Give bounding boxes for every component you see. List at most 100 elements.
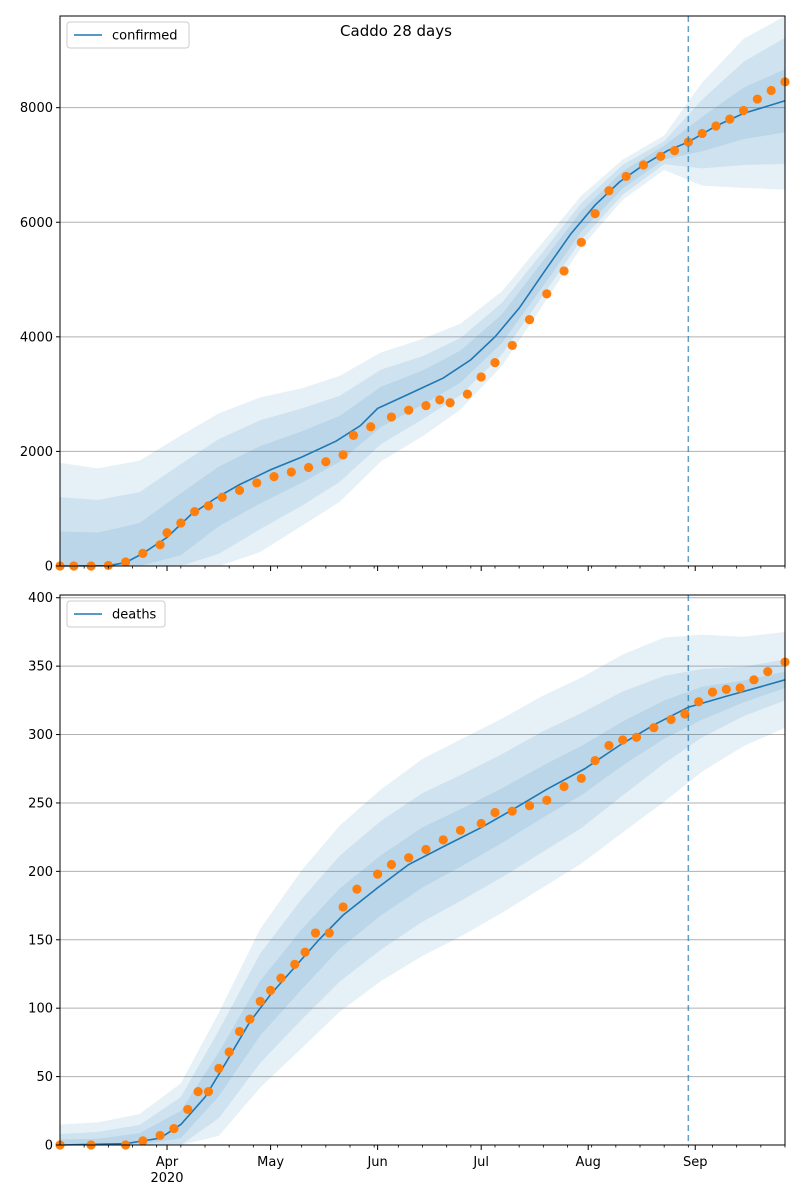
observed-point (183, 1104, 193, 1115)
observed-point (234, 485, 245, 495)
observed-point (224, 1047, 234, 1057)
observed-point (203, 501, 214, 511)
observed-point (445, 398, 455, 408)
observed-point (656, 151, 666, 161)
y-tick-label: 350 (28, 660, 53, 675)
observed-point (542, 289, 552, 299)
y-tick-label: 0 (45, 560, 53, 575)
confirmed-panel: 0 2000 4000 6000 8000 confirmed (20, 15, 790, 575)
observed-point (421, 844, 431, 855)
observed-point (735, 683, 745, 693)
observed-point (234, 1026, 245, 1037)
observed-point (269, 472, 279, 482)
uncertainty-band-middle (60, 37, 785, 567)
observed-point (386, 859, 397, 870)
observed-point (176, 518, 186, 528)
observed-point (476, 818, 486, 829)
observed-point (711, 121, 721, 131)
observed-point (763, 667, 773, 677)
observed-point (310, 928, 321, 938)
observed-point (348, 430, 359, 440)
observed-point (738, 105, 749, 116)
y-tick-label: 2000 (20, 445, 53, 460)
observed-point (621, 171, 631, 182)
legend-label: deaths (112, 608, 157, 623)
observed-point (749, 675, 759, 685)
observed-point (507, 806, 517, 816)
observed-point (162, 528, 172, 538)
uncertainty-band-middle (60, 659, 785, 1145)
observed-point (169, 1123, 179, 1134)
observed-point (462, 389, 472, 399)
observed-point (524, 315, 535, 325)
observed-point (559, 266, 569, 276)
observed-point (255, 996, 265, 1006)
observed-point (190, 506, 200, 517)
observed-point (303, 462, 314, 473)
legend-label: confirmed (112, 29, 178, 44)
observed-point (694, 697, 704, 707)
y-tick-label: 150 (28, 933, 53, 948)
observed-point (276, 973, 286, 983)
observed-point (138, 1136, 148, 1146)
y-tick-label: 8000 (20, 101, 53, 116)
observed-point (217, 492, 227, 502)
x-tick-label: Jul (472, 1155, 489, 1170)
observed-point (386, 412, 397, 422)
y-tick-label: 400 (28, 591, 53, 606)
x-tick-label: Apr (156, 1155, 179, 1170)
observed-point (245, 1014, 255, 1024)
observed-point (404, 853, 414, 863)
uncertainty-band-inner (60, 671, 785, 1145)
observed-point (604, 186, 614, 196)
observed-point (697, 128, 707, 139)
y-tick-label: 200 (28, 865, 53, 880)
deaths-panel: 0 50 100 150 200 250 300 350 400 deaths (28, 591, 790, 1154)
observed-point (590, 209, 600, 219)
observed-point (507, 340, 517, 351)
y-tick-label: 4000 (20, 330, 53, 345)
observed-point (214, 1063, 224, 1073)
observed-point (352, 884, 362, 894)
observed-point (366, 422, 376, 432)
y-tick-label: 50 (36, 1070, 53, 1085)
observed-point (524, 801, 535, 811)
observed-point (680, 709, 690, 719)
figure-title: Caddo 28 days (340, 22, 452, 40)
observed-point (404, 405, 414, 415)
uncertainty-band-outer (60, 16, 785, 566)
observed-point (300, 947, 310, 957)
observed-point (338, 902, 348, 912)
x-tick-label: Aug (576, 1155, 601, 1170)
observed-point (155, 540, 165, 550)
observed-point (155, 1130, 165, 1141)
observed-point (618, 735, 628, 745)
observed-point (721, 684, 731, 695)
observed-point (707, 687, 718, 697)
observed-point (576, 237, 586, 247)
observed-point (725, 114, 735, 124)
y-tick-label: 300 (28, 728, 53, 743)
x-tick-label: Sep (683, 1155, 708, 1170)
y-tick-label: 6000 (20, 216, 53, 231)
observed-point (752, 94, 762, 104)
observed-point (590, 755, 600, 766)
observed-point (666, 714, 676, 725)
observed-point (324, 928, 334, 938)
observed-point (193, 1087, 203, 1097)
y-tick-label: 100 (28, 1002, 53, 1017)
x-tick-label: May (257, 1155, 284, 1170)
observed-point (476, 372, 486, 382)
legend: confirmed (66, 21, 190, 49)
observed-point (455, 825, 466, 835)
observed-point (321, 457, 331, 467)
uncertainty-band-inner (60, 69, 785, 566)
observed-point (290, 959, 300, 970)
uncertainty-band-outer (60, 631, 785, 1145)
legend: deaths (66, 600, 166, 628)
x-tick-label: Jun (366, 1155, 387, 1170)
observed-point (438, 835, 448, 845)
observed-point (490, 807, 500, 818)
observed-point (120, 557, 131, 567)
